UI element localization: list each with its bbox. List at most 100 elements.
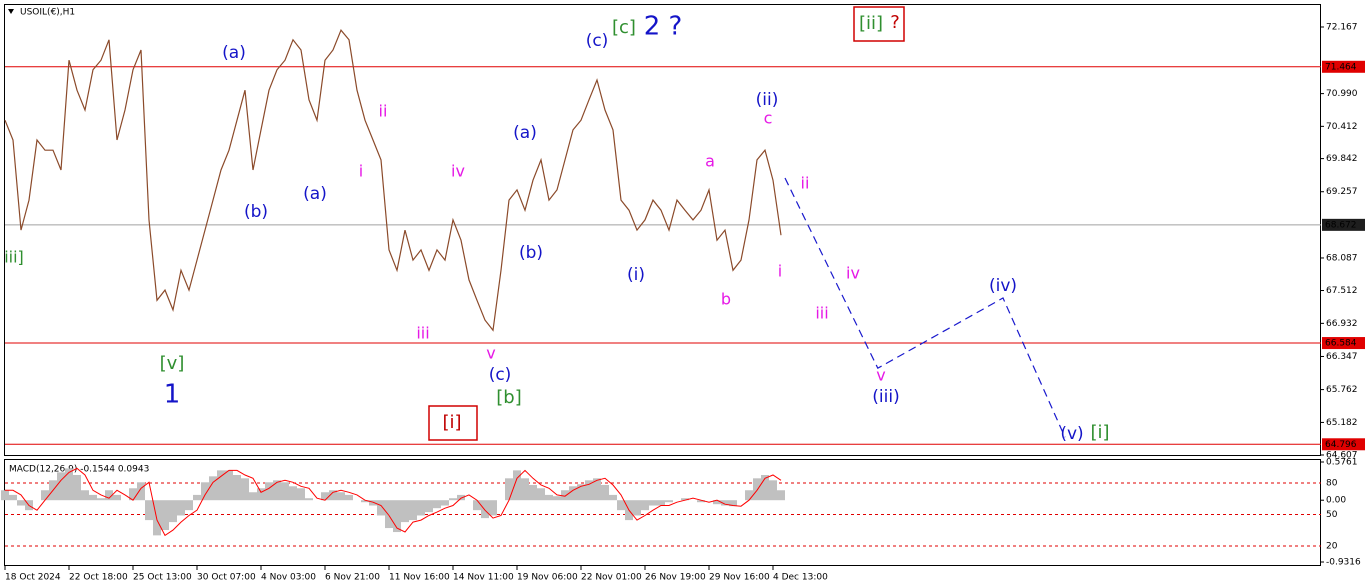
histogram-bar (721, 500, 729, 506)
histogram-bar (217, 470, 225, 501)
level-label-box (1322, 60, 1365, 73)
histogram-bar (633, 500, 641, 516)
histogram-bar (761, 475, 769, 501)
wave-label: v (876, 366, 885, 385)
histogram-bar (145, 500, 153, 521)
histogram-bar (569, 486, 577, 501)
y-tick-label: -0.9316 (1326, 558, 1361, 568)
wave-label: (v) (1060, 424, 1083, 444)
histogram-bar (449, 498, 457, 501)
y-tick-label: 65.182 (1326, 418, 1358, 428)
histogram-bar (457, 494, 465, 501)
histogram-bar (249, 492, 257, 501)
histogram-bar (289, 486, 297, 501)
histogram-bar (425, 500, 433, 513)
histogram-bar (777, 490, 785, 501)
histogram-bar (729, 500, 737, 507)
histogram-bar (105, 490, 113, 501)
histogram-bar (585, 480, 593, 501)
wave-label: iii (815, 304, 828, 323)
histogram-bar (385, 500, 393, 529)
projection-line (784, 177, 1066, 438)
x-tick-label: 4 Nov 03:00 (261, 573, 316, 583)
histogram-bar (321, 492, 329, 501)
histogram-bar (137, 482, 145, 501)
histogram-bar (409, 500, 417, 521)
histogram-bar (393, 500, 401, 533)
x-tick-label: 22 Oct 18:00 (69, 573, 128, 583)
histogram-bar (113, 494, 121, 501)
y-tick-label: 72.167 (1326, 22, 1358, 32)
histogram-bar (9, 494, 17, 501)
x-tick-label: 30 Oct 07:00 (197, 573, 256, 583)
wave-label: b (721, 290, 731, 309)
wave-label: ii (801, 174, 810, 193)
wave-label: a (705, 152, 715, 171)
y-tick-label: 0.00 (1326, 496, 1346, 506)
wave-label: [i] (1090, 422, 1109, 443)
histogram-bar (417, 500, 425, 516)
y2-tick-label: 20 (1326, 542, 1338, 552)
histogram-bar (601, 484, 609, 501)
signal-line (5, 467, 782, 537)
wave-label: 2 ? (644, 12, 683, 42)
wave-label: i (359, 162, 363, 181)
wave-label: (c) (489, 365, 512, 385)
menu-icon[interactable] (8, 9, 14, 14)
wave-label: ii (379, 102, 388, 121)
histogram-bar (233, 475, 241, 501)
x-tick-label: 22 Nov 01:00 (581, 573, 642, 583)
wave-label: iv (846, 264, 860, 283)
histogram-bar (193, 494, 201, 501)
wave-label: (ii) (756, 90, 779, 110)
wave-label: (iv) (989, 276, 1017, 296)
wave-label: [i] (442, 412, 461, 433)
indicator-title: MACD(12,26,9) -0.1544 0.0943 (9, 465, 149, 475)
histogram-bar (489, 500, 497, 516)
y-tick-label: 68.087 (1326, 253, 1358, 263)
x-tick-label: 6 Nov 21:00 (325, 573, 380, 583)
price-line (4, 29, 782, 332)
histogram-bar (57, 472, 65, 501)
y-tick-label: 69.257 (1326, 187, 1358, 197)
histogram-bar (521, 478, 529, 501)
level-label-box (1322, 337, 1365, 350)
level-label: 64.796 (1325, 440, 1357, 450)
histogram-bar (609, 494, 617, 501)
wave-label: 1 (164, 380, 181, 410)
histogram-bar (209, 476, 217, 501)
histogram-bar (169, 500, 177, 523)
y-tick-label: 69.842 (1326, 154, 1358, 164)
y-tick-label: 70.990 (1326, 89, 1358, 99)
histogram-bar (73, 475, 81, 501)
histogram-bar (545, 494, 553, 501)
x-tick-label: 14 Nov 11:00 (453, 573, 514, 583)
x-tick-label: 4 Dec 13:00 (773, 573, 828, 583)
histogram-bar (305, 498, 313, 501)
x-tick-label: 29 Nov 16:00 (709, 573, 770, 583)
histogram-bar (265, 482, 273, 501)
histogram-bar (273, 480, 281, 501)
histogram-bar (505, 478, 513, 501)
y-tick-label: 70.412 (1326, 122, 1358, 132)
histogram-bar (369, 500, 377, 506)
histogram-bar (537, 488, 545, 501)
histogram-bar (441, 500, 449, 506)
histogram-bar (361, 500, 369, 503)
wave-label: i (778, 262, 782, 281)
y-tick-label: 65.762 (1326, 385, 1358, 395)
histogram-bar (561, 490, 569, 501)
histogram-bar (697, 500, 705, 503)
x-tick-label: 25 Oct 13:00 (133, 573, 192, 583)
wave-label: [b] (496, 387, 521, 408)
price-panel (4, 4, 1321, 456)
wave-label: (iii) (872, 387, 899, 407)
wave-label: (a) (222, 43, 246, 63)
wave-label: (i) (627, 265, 645, 285)
wave-label: iii (416, 324, 429, 343)
y-tick-label: 66.932 (1326, 319, 1358, 329)
histogram-bar (769, 480, 777, 501)
histogram-bar (345, 494, 353, 501)
wave-label: (b) (244, 202, 268, 222)
